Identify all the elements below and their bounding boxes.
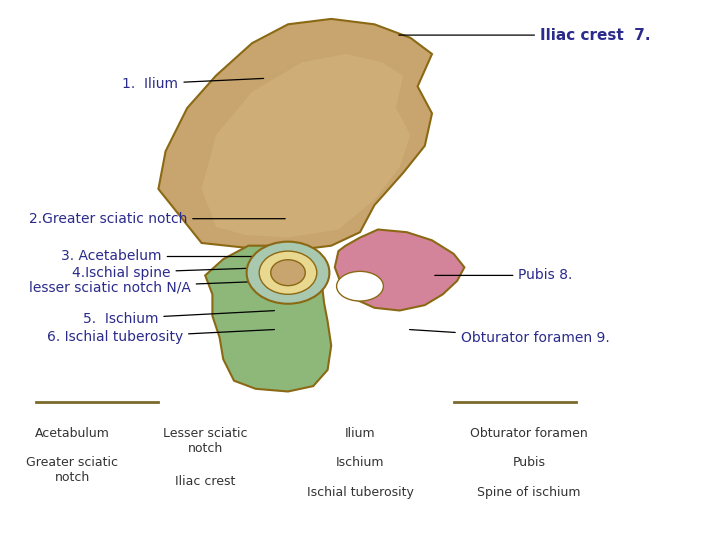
Text: 4.Ischial spine: 4.Ischial spine <box>72 266 274 280</box>
Ellipse shape <box>271 260 305 286</box>
Text: Iliac crest  7.: Iliac crest 7. <box>399 28 650 43</box>
Text: Lesser sciatic
notch: Lesser sciatic notch <box>163 427 248 455</box>
Text: 1.  Ilium: 1. Ilium <box>122 77 264 91</box>
Text: Pubis: Pubis <box>513 456 546 469</box>
Text: Acetabulum: Acetabulum <box>35 427 109 440</box>
PathPatch shape <box>158 19 432 251</box>
Text: Obturator foramen: Obturator foramen <box>470 427 588 440</box>
Text: Obturator foramen 9.: Obturator foramen 9. <box>410 329 610 345</box>
Ellipse shape <box>337 271 384 301</box>
Text: 5.  Ischium: 5. Ischium <box>83 310 274 326</box>
Text: 3. Acetabelum: 3. Acetabelum <box>61 249 274 264</box>
PathPatch shape <box>335 230 464 310</box>
PathPatch shape <box>202 54 410 238</box>
Text: Pubis 8.: Pubis 8. <box>435 268 573 282</box>
Text: Ilium: Ilium <box>345 427 375 440</box>
Text: lesser sciatic notch N/A: lesser sciatic notch N/A <box>29 280 274 294</box>
Ellipse shape <box>259 251 317 294</box>
Ellipse shape <box>246 241 329 303</box>
Text: Spine of ischium: Spine of ischium <box>477 486 581 499</box>
Text: Iliac crest: Iliac crest <box>175 475 235 488</box>
Text: Ischial tuberosity: Ischial tuberosity <box>307 486 413 499</box>
Text: 2.Greater sciatic notch: 2.Greater sciatic notch <box>29 212 285 226</box>
Text: Ischium: Ischium <box>336 456 384 469</box>
Text: Greater sciatic
notch: Greater sciatic notch <box>26 456 118 484</box>
Text: 6. Ischial tuberosity: 6. Ischial tuberosity <box>47 329 274 345</box>
PathPatch shape <box>205 246 331 392</box>
